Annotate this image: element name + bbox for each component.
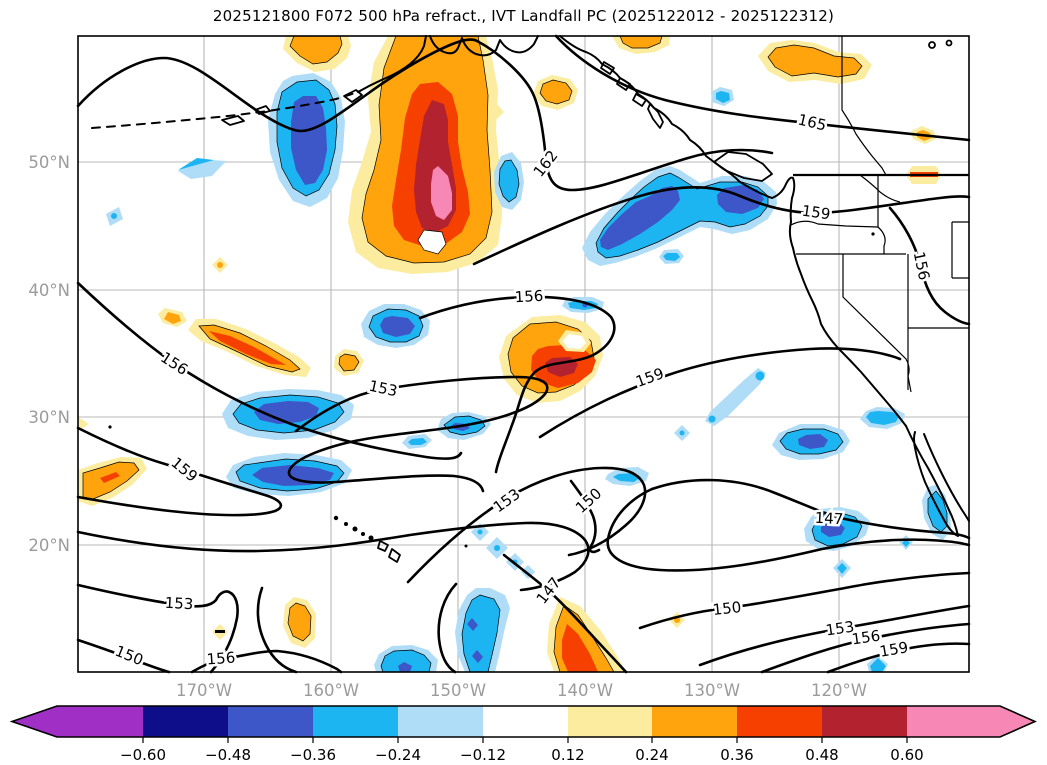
anomaly-fill-warm [78, 35, 941, 673]
small-island [928, 41, 936, 49]
colorbar-tick-label: −0.36 [290, 746, 336, 764]
y-tick-label: 40°N [28, 281, 70, 300]
x-tick-label: 160°W [303, 681, 359, 700]
anomaly-fill-cool [106, 73, 951, 673]
contour-label: 156 [850, 627, 881, 649]
coastline-gulf-mexico-mainland [923, 433, 970, 522]
map-dot [871, 232, 875, 236]
contour-label: 150 [712, 598, 742, 619]
aleutian-island [221, 115, 245, 126]
colorbar-segment [398, 706, 483, 737]
map-dot [108, 425, 112, 429]
haida-gwaii [647, 103, 664, 129]
colorbar-segment [313, 706, 398, 737]
contour-labels: 165 162 159 156 156 153 159 156 159 153 … [110, 108, 936, 672]
colorbar-segment [822, 706, 907, 737]
colorbar-segment [57, 706, 143, 737]
colorbar-tick-label: 0.48 [805, 746, 838, 764]
vancouver-island [713, 151, 773, 182]
x-tick-label: 130°W [684, 681, 740, 700]
colorbar-segment [652, 706, 737, 737]
colorbar-tick-label: 0.24 [635, 746, 668, 764]
x-tick-label: 120°W [811, 681, 867, 700]
coastline-us-west [788, 221, 907, 427]
anomaly-fills [78, 35, 951, 673]
x-tick-label: 150°W [430, 681, 486, 700]
x-tick-label: 170°W [176, 681, 232, 700]
colorbar-outline [9, 705, 1037, 738]
colorbar-tick-marks [142, 737, 908, 743]
se-alaska-island [632, 93, 647, 107]
colorbar-segment [737, 706, 822, 737]
colorbar-tick-labels: −0.60 −0.48 −0.36 −0.24 −0.12 0.12 0.24 … [120, 746, 924, 764]
colorbar-segment [143, 706, 228, 737]
colorbar: −0.60 −0.48 −0.36 −0.24 −0.12 0.12 0.24 … [9, 705, 1037, 764]
contour-lines [76, 34, 971, 674]
coastlines [91, 35, 970, 563]
colorbar-tick-label: 0.36 [720, 746, 753, 764]
map-title: 2025121800 F072 500 hPa refract., IVT La… [212, 7, 835, 25]
colorbar-tick-label: −0.12 [460, 746, 506, 764]
contour-label: 156 [206, 649, 236, 669]
colorbar-segment [568, 706, 652, 737]
state-borders [790, 36, 969, 393]
small-island [945, 39, 953, 47]
kodiak-island [343, 89, 363, 103]
colorbar-segment [907, 706, 1000, 737]
colorbar-tick-label: 0.60 [890, 746, 923, 764]
y-tick-label: 50°N [28, 153, 70, 172]
contour-label: 147 [814, 509, 844, 528]
y-tick-label: 30°N [28, 408, 70, 427]
colorbar-segment [228, 706, 313, 737]
contour-label: 153 [164, 594, 194, 613]
coastline-puget [771, 176, 796, 223]
colorbar-segment [483, 706, 568, 737]
se-alaska-island [600, 61, 615, 75]
contour-label: 156 [514, 287, 544, 306]
axis-tick-labels: 170°W 160°W 150°W 140°W 130°W 120°W 50°N… [28, 153, 867, 700]
colorbar-tick-label: 0.12 [551, 746, 584, 764]
hawaii-islands [333, 515, 401, 563]
coastline-alaska-inlets [429, 35, 539, 57]
x-tick-label: 140°W [557, 681, 613, 700]
map-frame [77, 35, 970, 673]
colorbar-tick-label: −0.48 [205, 746, 251, 764]
colorbar-tick-label: −0.60 [120, 746, 166, 764]
coastline-baja [905, 425, 959, 537]
colorbar-arrow-right [1000, 706, 1035, 737]
y-tick-label: 20°N [28, 536, 70, 555]
colorbar-tick-label: −0.24 [375, 746, 421, 764]
colorbar-arrow-left [12, 706, 57, 737]
